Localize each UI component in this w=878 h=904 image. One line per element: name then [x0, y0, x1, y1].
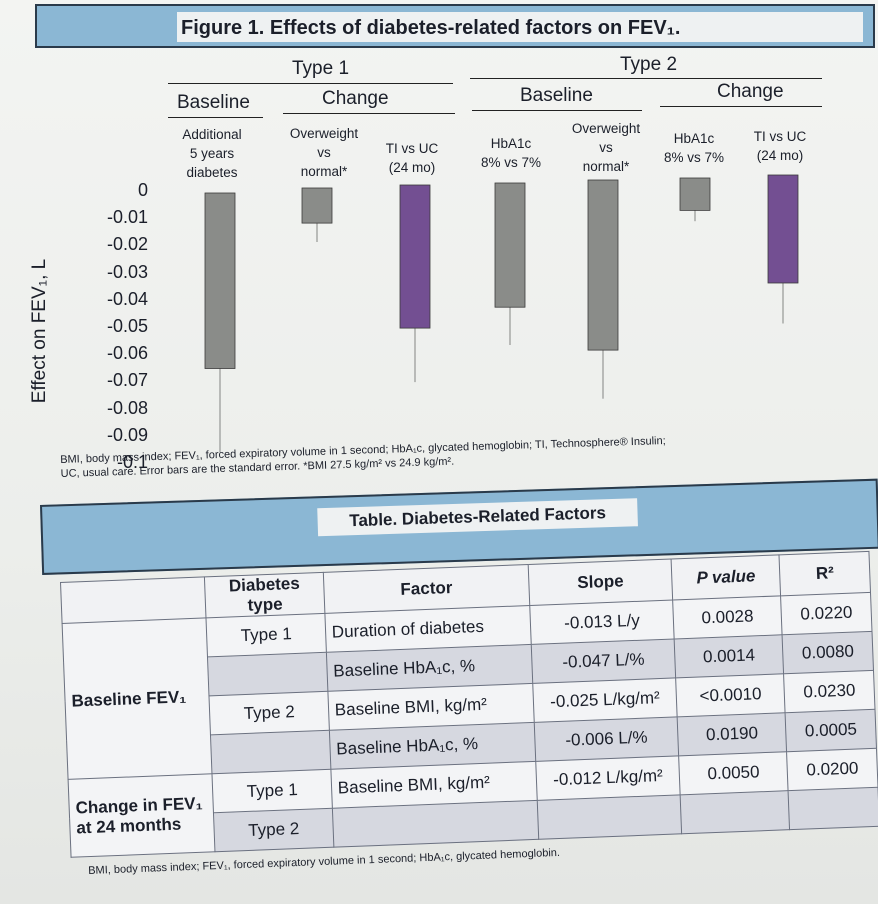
slope-cell: -0.025 L/kg/m²: [532, 677, 678, 723]
y-tick-label: -0.09: [106, 424, 148, 445]
factors-table: Diabetes type Factor Slope P value R² Ba…: [60, 551, 878, 858]
divider: [660, 106, 822, 107]
y-tick-label: -0.03: [106, 261, 148, 282]
y-tick-label: 0: [137, 180, 148, 200]
y-axis-label: Effect on FEV₁, L: [29, 258, 50, 404]
p-value-cell: 0.0050: [678, 751, 789, 795]
category-label: HbA1c 8% vs 7%: [663, 131, 725, 165]
figure-title: Figure 1. Effects of diabetes-related fa…: [177, 12, 863, 42]
y-tick-label: -0.07: [106, 370, 148, 391]
y-tick-label: -0.06: [106, 343, 148, 364]
header-t2-change: Change: [717, 81, 784, 102]
diabetes-type-cell: [207, 652, 328, 696]
p-value-cell: 0.0028: [672, 595, 783, 639]
column-header: Diabetes type: [204, 572, 325, 618]
p-value-cell: 0.0014: [674, 634, 784, 678]
diabetes-type-cell: Type 1: [212, 769, 333, 813]
slope-cell: [537, 794, 682, 840]
slope-cell: -0.013 L/y: [529, 599, 675, 645]
figure-footnote: BMI, body mass index; FEV₁, forced expir…: [60, 434, 666, 481]
bar: [399, 184, 431, 329]
category-label: HbA1c 8% vs 7%: [480, 136, 542, 170]
slope-cell: -0.012 L/kg/m²: [535, 755, 681, 801]
diabetes-type-cell: [210, 730, 331, 774]
y-tick-label: -0.01: [106, 207, 148, 228]
row-group-label: Change in FEV₁ at 24 months: [68, 773, 216, 858]
r2-cell: 0.0220: [780, 592, 872, 635]
divider: [470, 78, 822, 79]
r2-cell: [788, 787, 878, 830]
bar: [494, 182, 526, 308]
row-group-label: Baseline FEV₁: [62, 617, 213, 780]
category-label: TI vs UC (24 mo): [385, 141, 439, 175]
r2-cell: 0.0230: [783, 670, 875, 713]
factor-cell: [332, 800, 539, 848]
p-value-cell: <0.0010: [675, 673, 786, 717]
diabetes-type-cell: Type 1: [206, 613, 327, 657]
header-t1-baseline: Baseline: [177, 92, 250, 113]
r2-cell: 0.0200: [786, 748, 878, 791]
y-tick-label: -0.08: [106, 397, 148, 418]
category-label: Overweight vs normal*: [571, 121, 641, 174]
diabetes-type-cell: Type 2: [209, 691, 330, 735]
category-label: Additional 5 years diabetes: [182, 127, 242, 180]
category-label: TI vs UC (24 mo): [753, 129, 807, 163]
column-header: [60, 576, 207, 624]
category-label: Overweight vs normal*: [289, 126, 359, 179]
column-header: R²: [779, 551, 871, 596]
divider: [168, 117, 263, 118]
header-type1: Type 1: [292, 58, 350, 79]
column-header: P value: [671, 554, 781, 600]
y-tick-label: -0.1: [116, 452, 148, 472]
y-tick-label: -0.02: [106, 234, 148, 255]
header-t2-baseline: Baseline: [520, 85, 593, 106]
figure-title-banner: Figure 1. Effects of diabetes-related fa…: [35, 4, 875, 48]
bar: [587, 179, 619, 351]
divider: [472, 110, 642, 111]
p-value-cell: 0.0190: [677, 712, 787, 756]
r2-cell: 0.0080: [782, 631, 874, 674]
bar: [767, 174, 799, 284]
bar: [679, 177, 711, 211]
slope-cell: -0.006 L/%: [534, 716, 679, 762]
bar: [301, 187, 333, 224]
p-value-cell: [680, 790, 790, 834]
bar: [204, 192, 236, 369]
y-tick-label: -0.04: [106, 288, 148, 309]
diabetes-type-cell: Type 2: [213, 808, 334, 852]
table-container: Diabetes type Factor Slope P value R² Ba…: [60, 551, 878, 858]
table-title: Table. Diabetes-Related Factors: [317, 498, 638, 537]
header-type2: Type 2: [620, 54, 678, 75]
r2-cell: 0.0005: [785, 709, 877, 752]
header-t1-change: Change: [322, 88, 389, 109]
y-tick-label: -0.05: [106, 316, 148, 336]
column-header: Slope: [528, 559, 673, 606]
slope-cell: -0.047 L/%: [531, 638, 676, 684]
divider: [168, 83, 453, 84]
divider: [283, 113, 455, 114]
